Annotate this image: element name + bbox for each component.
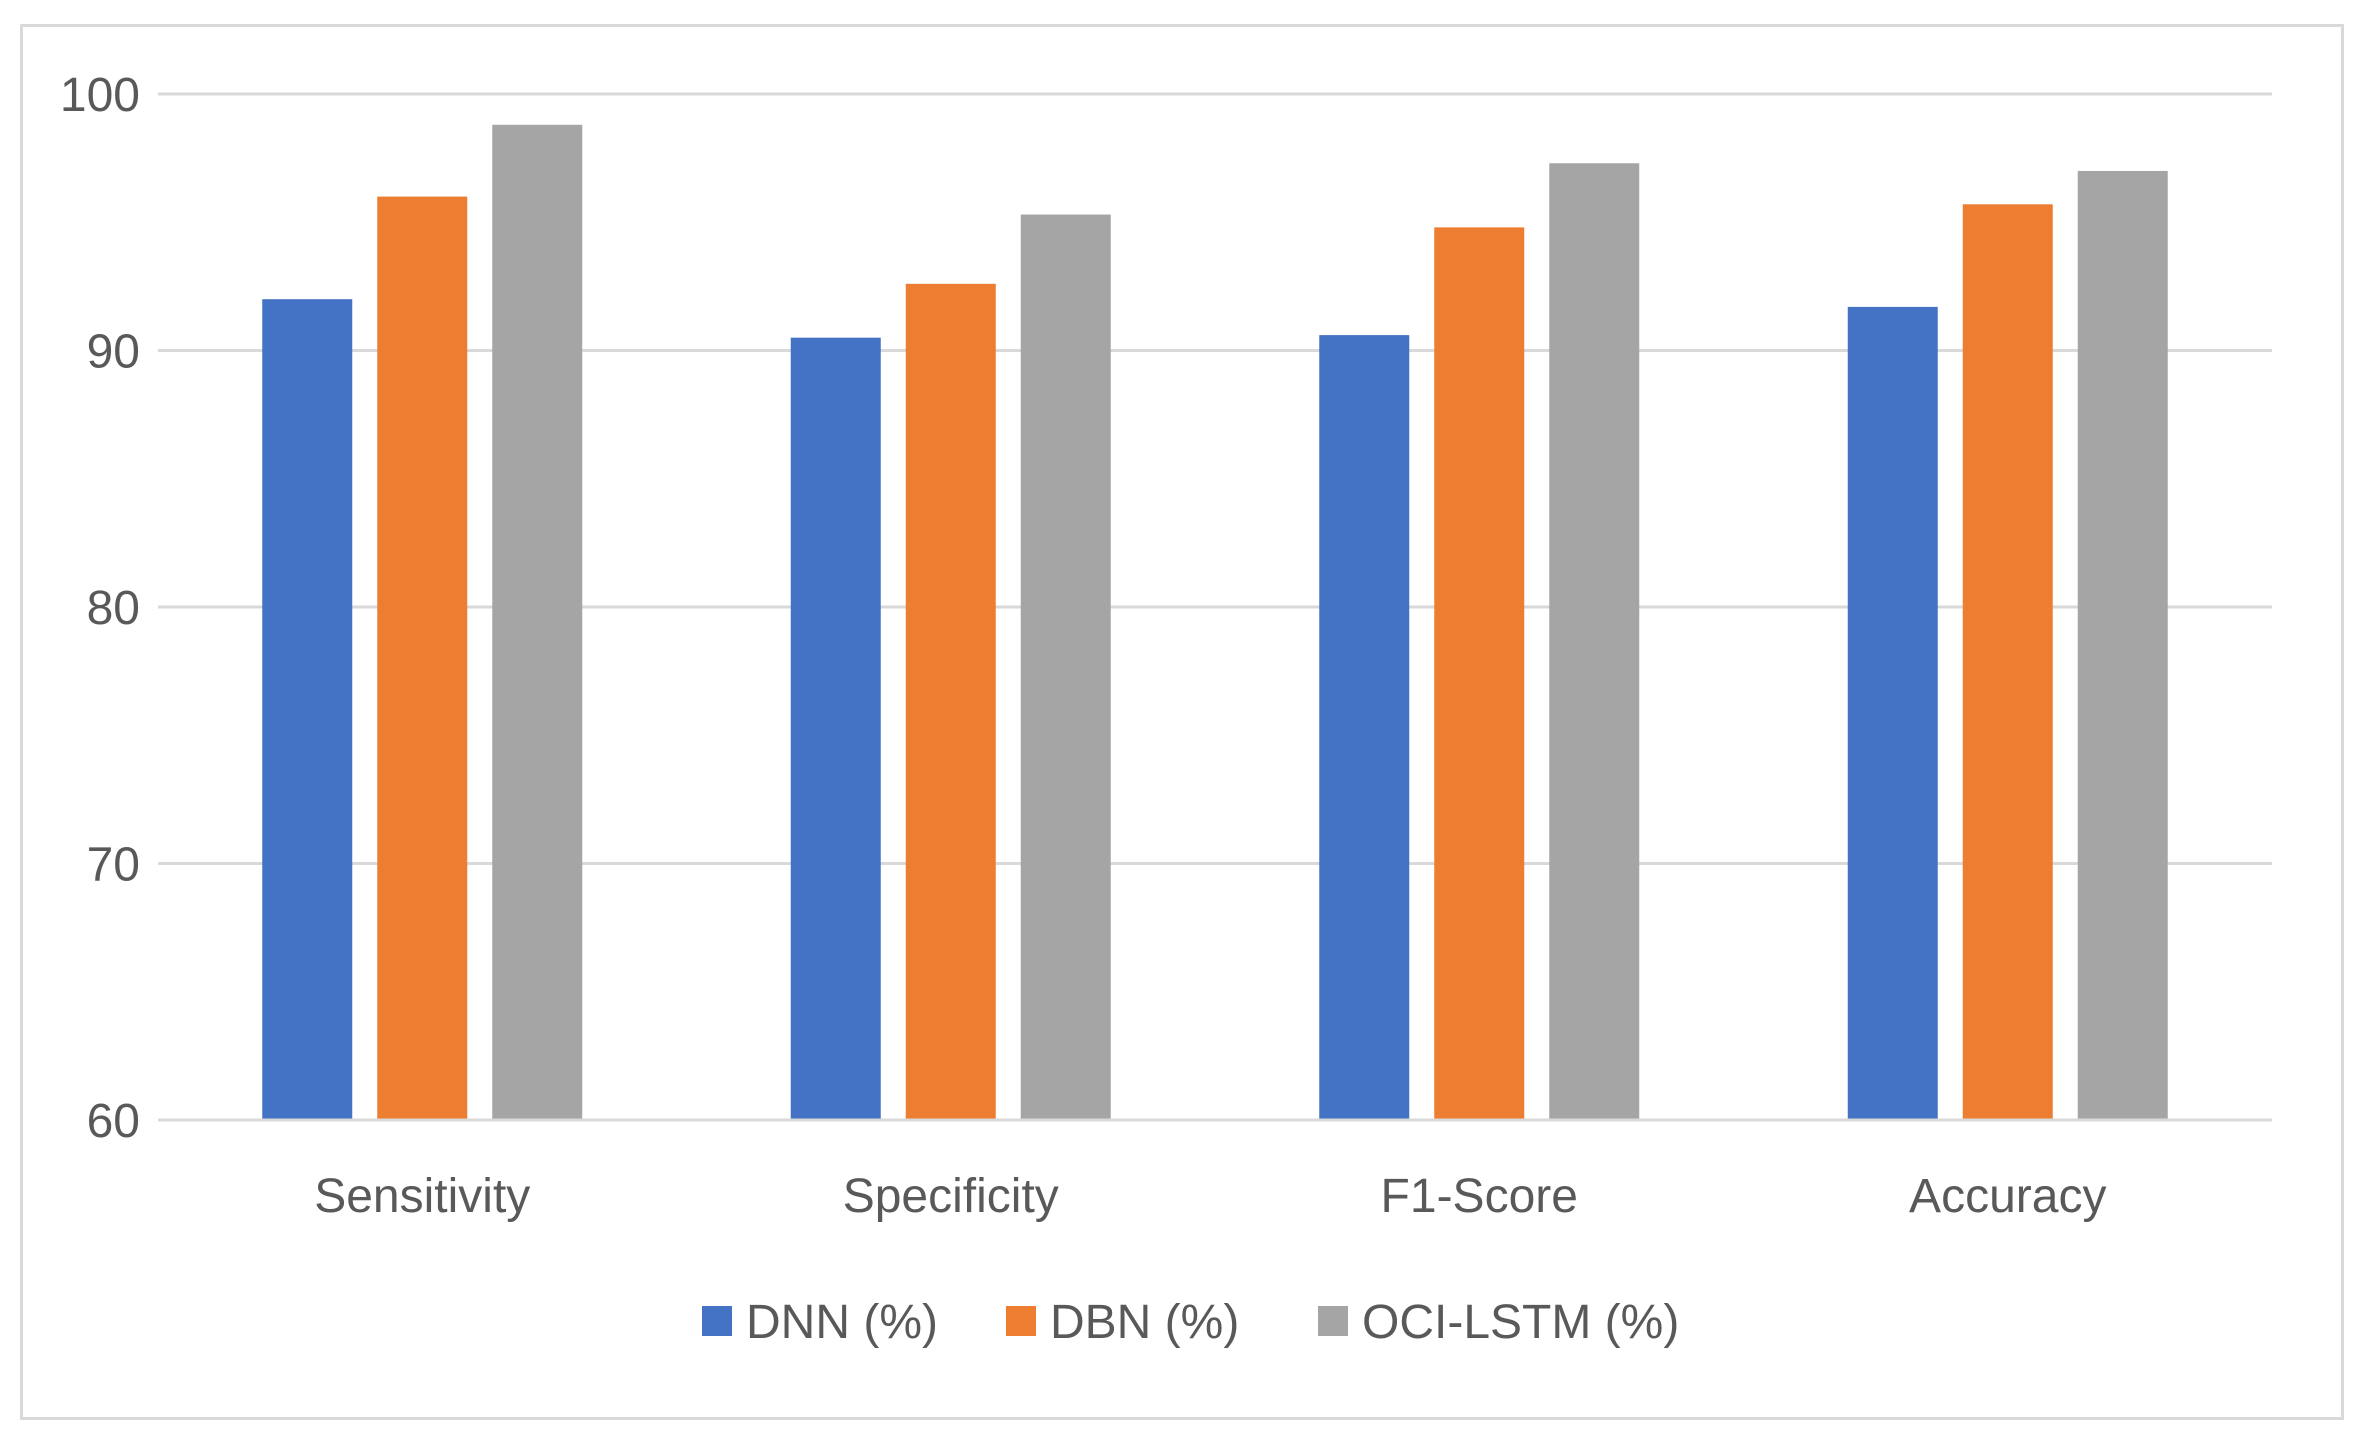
legend-label: DNN (%) xyxy=(746,1296,938,1349)
y-tick-label: 90 xyxy=(87,326,140,379)
x-tick-label: Accuracy xyxy=(1909,1170,2106,1223)
bar-f1-score-series-0 xyxy=(1319,335,1410,1120)
x-tick-label: Specificity xyxy=(843,1170,1059,1223)
bar-f1-score-series-2 xyxy=(1549,163,1640,1120)
y-tick-label: 60 xyxy=(87,1095,140,1148)
legend-label: DBN (%) xyxy=(1050,1296,1239,1349)
bar-accuracy-series-0 xyxy=(1847,306,1938,1120)
bar-sensitivity-series-0 xyxy=(262,299,353,1120)
bars xyxy=(262,124,2168,1121)
bar-specificity-series-0 xyxy=(790,337,881,1120)
y-tick-label: 100 xyxy=(60,69,140,122)
legend-label: OCI-LSTM (%) xyxy=(1362,1296,1679,1349)
bar-sensitivity-series-1 xyxy=(377,196,468,1121)
legend-swatch xyxy=(702,1306,732,1336)
y-tick-label: 80 xyxy=(87,582,140,635)
bar-sensitivity-series-2 xyxy=(492,124,583,1120)
legend-swatch xyxy=(1006,1306,1036,1336)
bar-specificity-series-1 xyxy=(905,283,996,1120)
legend: DNN (%) DBN (%) OCI-LSTM (%) xyxy=(702,1296,1679,1349)
bar-accuracy-series-2 xyxy=(2077,170,2168,1120)
x-tick-label: F1-Score xyxy=(1381,1170,1578,1223)
y-tick-label: 70 xyxy=(87,839,140,892)
gridlines xyxy=(158,92,2272,1122)
y-axis-tick-labels: 60 70 80 90 100 xyxy=(60,69,140,1148)
x-tick-label: Sensitivity xyxy=(314,1170,530,1223)
bar-accuracy-series-1 xyxy=(1962,204,2053,1121)
bar-specificity-series-2 xyxy=(1020,214,1111,1120)
x-axis-tick-labels: Sensitivity Specificity F1-Score Accuracy xyxy=(314,1170,2106,1223)
bar-f1-score-series-1 xyxy=(1434,227,1525,1120)
legend-swatch xyxy=(1318,1306,1348,1336)
